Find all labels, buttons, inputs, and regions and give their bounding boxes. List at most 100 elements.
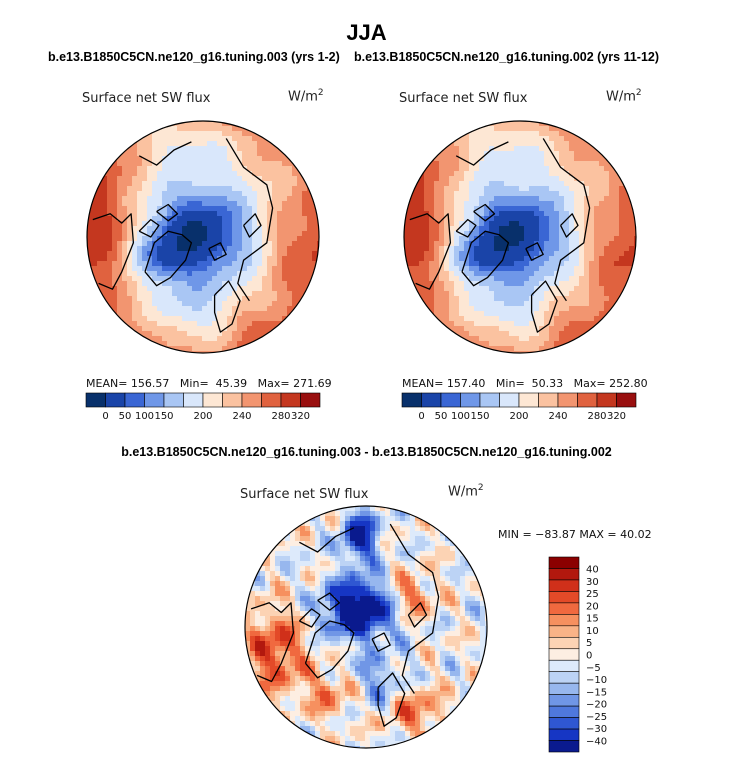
map-cell [227,351,233,353]
map-cell [267,191,273,197]
map-cell [609,171,615,177]
map-cell [182,301,188,307]
map-cell [604,151,610,157]
map-cell [325,601,331,607]
map-cell [107,281,113,287]
map-cell [232,306,238,312]
map-cell [292,226,298,232]
map-cell [514,206,520,212]
map-cell [569,286,575,292]
map-cell [370,616,376,622]
map-cell [197,236,203,242]
map-cell [504,286,510,292]
map-cell [549,316,555,322]
map-cell [307,261,313,267]
map-cell [177,216,183,222]
map-cell [172,256,178,262]
map-cell [307,196,313,202]
map-cell [434,296,440,302]
map-cell [415,516,421,522]
map-cell [494,291,500,297]
map-cell [127,151,133,157]
map-cell [469,316,475,322]
map-cell [444,161,450,167]
map-cell [275,566,281,572]
map-cell [519,306,525,312]
map-cell [122,196,128,202]
map-cell [330,546,336,552]
map-cell [429,251,435,257]
map-cell [267,321,273,327]
map-cell [265,636,271,642]
map-cell [157,176,163,182]
map-cell [385,571,391,577]
map-cell [127,236,133,242]
map-cell [479,301,485,307]
map-cell [405,546,411,552]
map-cell [629,256,635,262]
map-cell [325,531,331,537]
map-cell [247,301,253,307]
map-cell [310,586,316,592]
map-cell [152,196,158,202]
map-cell [237,256,243,262]
map-cell [434,171,440,177]
map-cell [167,171,173,177]
map-cell [270,646,276,652]
map-cell [375,551,381,557]
map-cell [405,506,411,512]
map-cell [534,226,540,232]
map-cell [475,631,481,637]
map-cell [409,266,415,272]
map-cell [277,226,283,232]
map-cell [549,186,555,192]
map-cell [405,566,411,572]
map-cell [470,616,476,622]
map-cell [539,181,545,187]
map-cell [202,341,208,347]
map-cell [469,256,475,262]
map-cell [290,656,296,662]
map-cell [197,316,203,322]
map-cell [297,276,303,282]
map-cell [375,616,381,622]
map-cell [232,196,238,202]
map-cell [147,331,153,337]
map-cell [212,161,218,167]
map-cell [459,321,465,327]
map-cell [232,276,238,282]
map-cell [292,261,298,267]
map-cell [425,586,431,592]
map-cell [227,331,233,337]
map-cell [519,131,525,137]
map-cell [449,206,455,212]
map-cell [385,611,391,617]
map-cell [574,231,580,237]
map-cell [519,136,525,142]
map-cell [474,256,480,262]
map-cell [539,146,545,152]
map-cell [162,126,168,132]
map-cell [320,581,326,587]
map-cell [172,306,178,312]
map-cell [424,246,430,252]
map-cell [539,221,545,227]
map-cell [445,631,451,637]
map-cell [207,121,213,127]
map-cell [574,161,580,167]
map-cell [250,591,256,597]
map-cell [425,516,431,522]
map-cell [177,346,183,352]
map-cell [430,581,436,587]
map-cell [142,311,148,317]
map-cell [434,251,440,257]
map-cell [569,191,575,197]
map-cell [325,511,331,517]
map-cell [237,251,243,257]
map-cell [449,271,455,277]
map-cell [514,121,520,127]
map-cell [614,191,620,197]
map-cell [460,636,466,642]
map-cell [300,631,306,637]
map-cell [112,161,118,167]
